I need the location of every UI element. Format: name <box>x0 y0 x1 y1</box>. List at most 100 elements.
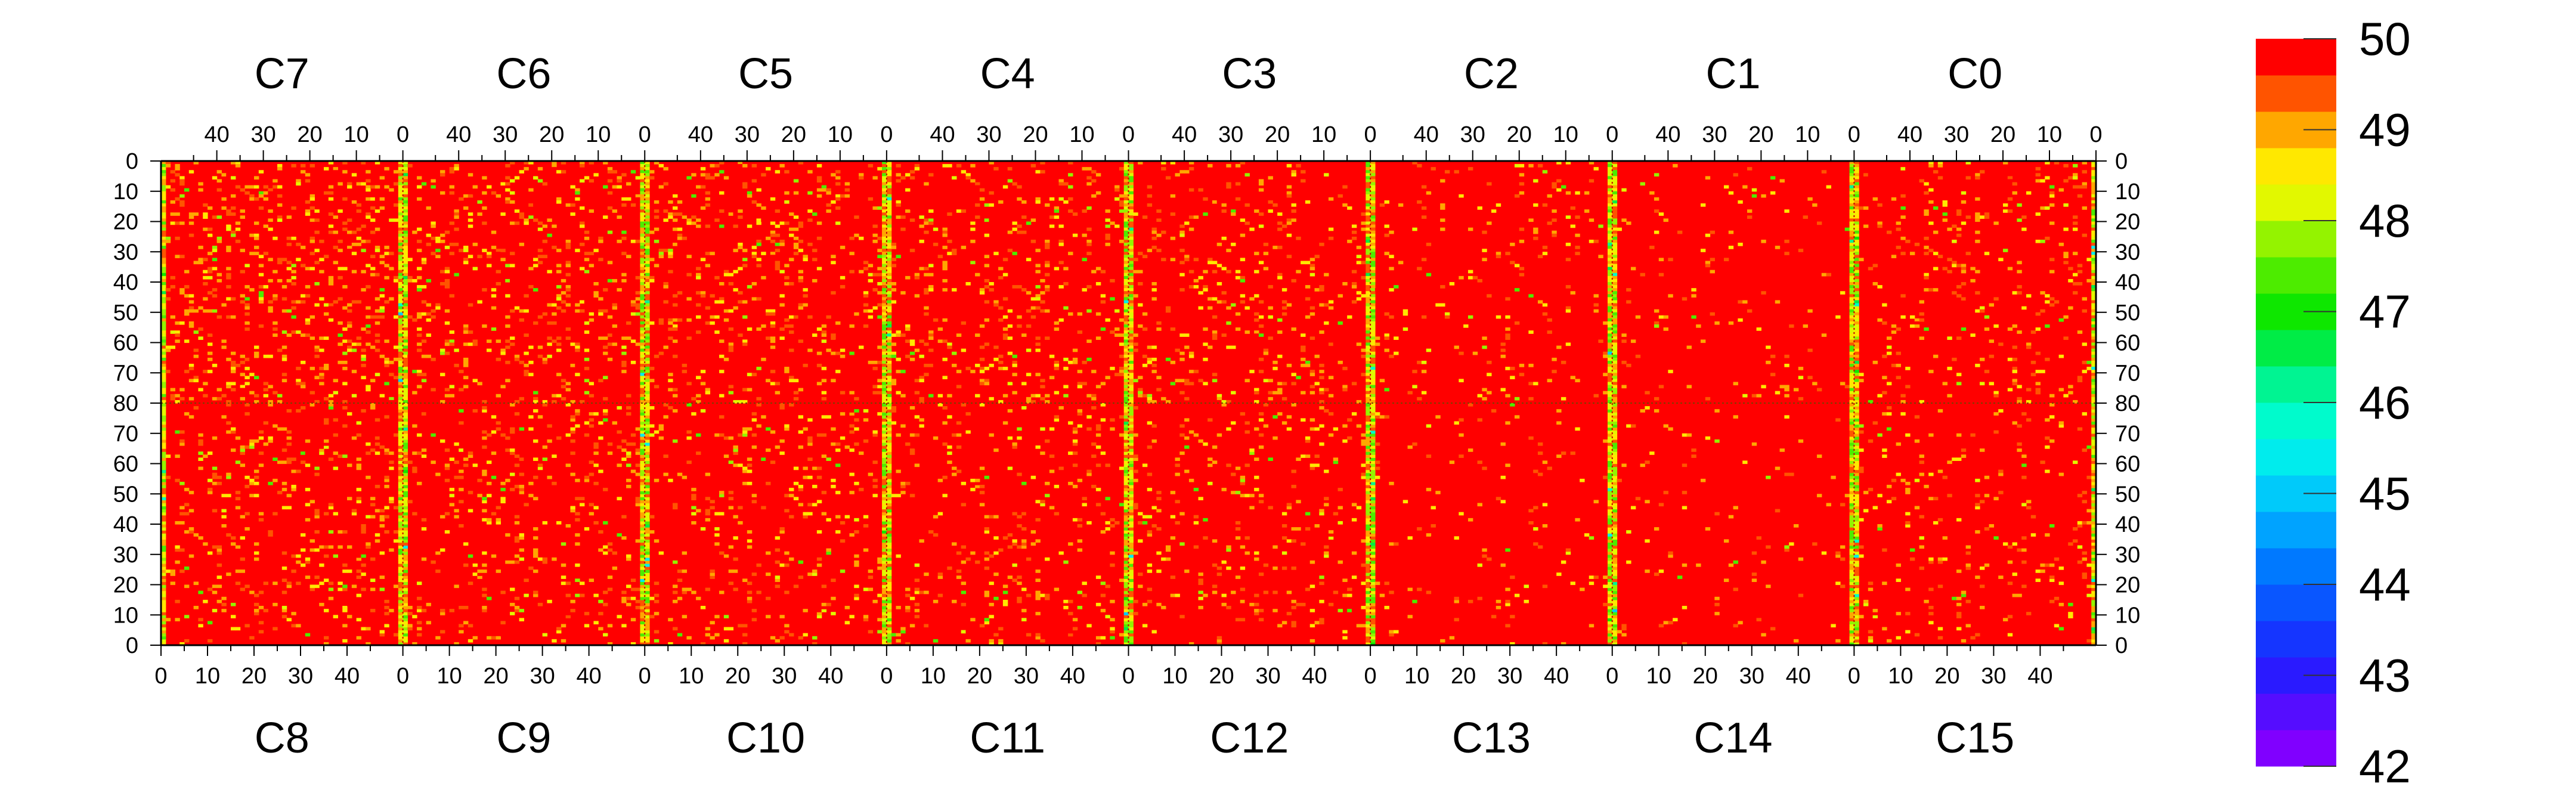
heat-cell <box>1128 288 1134 292</box>
heat-cell <box>803 364 808 367</box>
heat-cell <box>226 212 231 216</box>
heat-cell <box>188 309 194 313</box>
heat-cell <box>342 624 348 628</box>
heat-cell <box>374 273 380 277</box>
heat-cell <box>1942 200 1948 204</box>
heat-cell <box>542 400 548 404</box>
heat-cell <box>1854 370 1859 373</box>
heat-cell <box>1147 203 1153 207</box>
heat-cell <box>1482 249 1487 252</box>
heat-cell <box>1128 270 1134 274</box>
heat-cell <box>402 275 408 280</box>
heat-cell <box>816 382 822 386</box>
heat-cell <box>417 285 422 289</box>
heat-cell <box>1952 261 1957 265</box>
heat-cell <box>617 288 622 292</box>
heat-cell <box>161 267 166 271</box>
heat-cell <box>1119 367 1125 370</box>
heat-cell <box>1784 394 1789 398</box>
heat-cell <box>640 252 645 255</box>
heat-cell <box>244 445 250 449</box>
heat-cell <box>161 590 166 595</box>
heat-cell <box>263 581 269 586</box>
heat-cell <box>1128 303 1134 307</box>
heat-cell <box>1366 243 1371 246</box>
heat-cell <box>849 252 854 255</box>
heat-cell <box>1937 297 1943 301</box>
heat-cell <box>244 475 250 479</box>
heat-cell <box>221 415 227 419</box>
heat-cell <box>2091 342 2097 346</box>
heat-cell <box>705 264 711 268</box>
heat-cell <box>1156 397 1162 401</box>
heat-cell <box>1849 300 1854 304</box>
heat-cell <box>161 475 166 479</box>
heat-cell <box>2091 312 2097 316</box>
heat-cell <box>719 354 724 358</box>
heat-cell <box>226 475 231 479</box>
heat-cell <box>268 218 273 222</box>
heat-cell <box>1937 164 1943 168</box>
heat-cell <box>472 185 478 189</box>
heat-cell <box>1775 391 1781 395</box>
heat-cell <box>314 249 320 252</box>
heat-cell <box>630 303 636 307</box>
heat-cell <box>161 318 166 322</box>
heat-cell <box>314 406 320 410</box>
heat-cell <box>1965 176 1971 180</box>
heat-cell <box>863 303 869 307</box>
heat-cell <box>324 439 329 443</box>
heat-cell <box>1165 357 1171 361</box>
heat-cell <box>533 264 538 268</box>
heat-cell <box>505 345 510 349</box>
heat-cell <box>728 309 734 313</box>
heat-cell <box>872 233 878 237</box>
heat-cell <box>738 267 743 271</box>
heat-cell <box>244 297 250 301</box>
heat-cell <box>281 273 287 277</box>
heat-cell <box>361 354 366 358</box>
heat-cell <box>394 376 399 379</box>
heat-cell <box>482 288 487 292</box>
heat-cell <box>2077 318 2083 322</box>
heat-cell <box>673 212 678 216</box>
heat-cell <box>1203 376 1208 379</box>
heat-cell <box>347 249 352 252</box>
heat-cell <box>216 188 222 192</box>
heat-cell <box>565 303 571 307</box>
heat-cell <box>719 394 724 398</box>
heat-cell <box>440 173 445 177</box>
heat-cell <box>161 203 166 207</box>
heat-cell <box>379 197 385 201</box>
heat-cell <box>1221 236 1227 240</box>
heat-cell <box>1417 360 1422 364</box>
heat-cell <box>370 515 376 519</box>
heat-cell <box>1361 294 1366 298</box>
heat-cell <box>1123 243 1129 246</box>
heat-cell <box>1179 379 1185 383</box>
heat-cell <box>161 333 166 337</box>
heat-cell <box>589 312 595 316</box>
heat-cell <box>1691 294 1696 298</box>
heat-cell <box>909 339 915 343</box>
heat-cell <box>175 394 180 398</box>
heat-cell <box>161 485 166 488</box>
heat-cell <box>1370 197 1376 201</box>
heat-cell <box>356 342 362 346</box>
heat-cell <box>1593 294 1599 298</box>
heat-cell <box>440 191 445 195</box>
heat-cell <box>1035 342 1041 346</box>
heat-cell <box>249 478 255 482</box>
heat-cell <box>1658 212 1664 216</box>
heat-cell <box>565 191 571 195</box>
heat-cell <box>216 481 222 485</box>
heat-cell <box>175 400 180 404</box>
heat-cell <box>226 385 231 389</box>
heat-cell <box>617 239 622 243</box>
heat-cell <box>1198 379 1203 383</box>
heat-cell <box>645 267 650 271</box>
heat-cell <box>565 246 571 249</box>
heat-cell <box>1612 258 1618 262</box>
heat-cell <box>208 491 213 494</box>
heat-cell <box>328 230 334 234</box>
